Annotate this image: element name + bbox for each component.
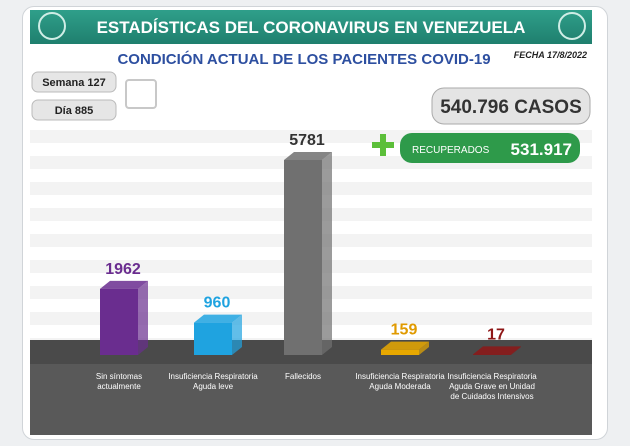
subtitle: CONDICIÓN ACTUAL DE LOS PACIENTES COVID-… [117,50,490,68]
bar [100,288,138,355]
bar-top [284,152,332,160]
bar-side [322,152,332,355]
recovered-label: RECUPERADOS [412,145,490,156]
bar [381,349,419,355]
value-label: 5781 [289,132,325,149]
bar [284,160,322,355]
bar-side [232,314,242,355]
virus-icon [558,12,586,40]
category-label: Insuficiencia Respiratoria Aguda leve [168,372,258,391]
title: ESTADÍSTICAS DEL CORONAVIRUS EN VENEZUEL… [97,18,526,37]
value-label: 17 [487,326,505,343]
bar [194,322,232,355]
bar-side [419,341,429,355]
header-band [30,10,592,44]
date: FECHA 17/8/2022 [514,50,587,60]
cases-box [431,87,591,125]
recovered: 531.917 [511,140,572,159]
week: Semana 127 [42,77,106,89]
category-label: Insuficiencia Respiratoria Aguda Grave e… [447,372,537,401]
value-label: 960 [204,295,231,312]
category-label: Sin síntomas actualmente [95,372,143,391]
bar-top [381,341,429,350]
value-label: 159 [391,322,418,339]
calendar-icon [125,79,157,109]
plus-icon [372,134,394,156]
bar-top [194,314,242,323]
label-area [30,364,592,435]
cases: 540.796 CASOS [440,97,582,118]
bar-top [100,280,148,289]
day-box [31,99,117,121]
recovered-box [400,133,580,163]
virus-icon [38,12,66,40]
bar-side [138,280,148,355]
category-label: Fallecidos [284,372,321,381]
bar [473,354,511,355]
category-label: Insuficiencia Respiratoria Aguda Moderad… [355,372,445,391]
bar-top [473,346,521,355]
bar-side [511,346,521,355]
week-box [31,71,117,93]
day: Día 885 [55,105,94,117]
value-label: 1962 [105,261,141,278]
